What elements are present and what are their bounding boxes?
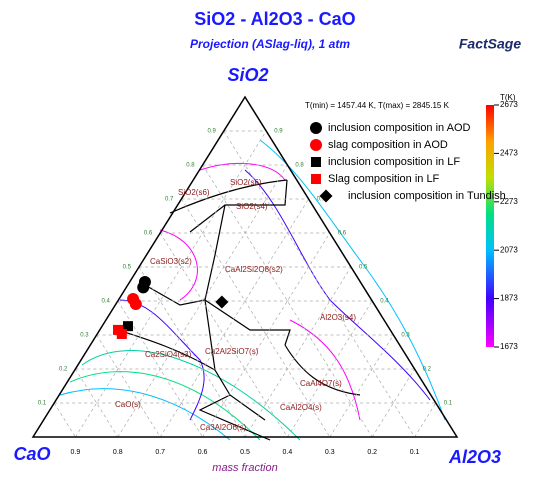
tick-label: 0.5 — [123, 265, 132, 271]
legend-marker — [311, 157, 321, 167]
tick-label: 0.2 — [59, 367, 68, 373]
legend-marker — [310, 139, 322, 151]
phase-label: SiO2(s4) — [236, 202, 268, 211]
phase-labels: SiO2(s6) SiO2(s6) SiO2(s4) CaSiO3(s2) Ca… — [115, 178, 356, 432]
legend-label: inclusion composition in LF — [328, 156, 460, 168]
legend-label: Slag composition in LF — [328, 173, 440, 185]
phase-label: CaAl4O7(s) — [300, 379, 342, 388]
subtitle: Projection (ASlag-liq), 1 atm — [190, 37, 350, 51]
apex-label: CaO — [13, 444, 50, 464]
phase-label: SiO2(s6) — [230, 178, 262, 187]
phase-label: Ca2SiO4(s3) — [145, 350, 192, 359]
tick-label: 0.1 — [38, 401, 47, 407]
phase-label: SiO2(s6) — [178, 188, 210, 197]
title: SiO2 - Al2O3 - CaO — [194, 9, 355, 29]
axis-label: mass fraction — [212, 462, 277, 474]
grid-line — [329, 334, 394, 438]
colorbar-tick-label: 1873 — [500, 294, 518, 303]
temperature-note: T(min) = 1457.44 K, T(max) = 2845.15 K — [305, 101, 450, 110]
boundaries — [117, 179, 361, 441]
logo: FactSage — [459, 36, 521, 52]
isotherms — [59, 139, 446, 441]
overlay: 0.1 0.1 0.1 0.2 0.2 0.2 0.3 0.3 0.3 0.4 0.4 0.4 0.5 0… — [38, 100, 518, 456]
tick-label: 0.4 — [101, 299, 110, 305]
grid-line — [96, 334, 161, 438]
phase-label: Ca2Al2SiO7(s) — [205, 347, 259, 356]
tick-label: 0.9 — [71, 449, 81, 456]
phase-label: CaSiO3(s2) — [150, 257, 192, 266]
legend-marker — [319, 189, 333, 203]
grid-line — [159, 232, 288, 438]
tick-label: 0.6 — [144, 231, 153, 237]
grid-line — [53, 402, 76, 438]
colorbar-tick-label: 2673 — [500, 100, 518, 109]
tick-label: 0.2 — [423, 367, 432, 373]
legend-label: inclusion composition in AOD — [328, 122, 471, 134]
colorbar-tick-label: 2473 — [500, 149, 518, 158]
tick-label: 0.9 — [274, 129, 283, 135]
tick-label: 0.6 — [198, 449, 208, 456]
grid-line — [287, 300, 373, 438]
colorbar-tick-label: 1673 — [500, 342, 518, 351]
grid-line — [75, 130, 267, 438]
triangle — [31, 95, 459, 438]
tick-label: 0.3 — [325, 449, 335, 456]
tick-label: 0.7 — [165, 197, 174, 203]
phase-label: Al2O3(s4) — [320, 313, 356, 322]
phase-label: CaAl2O4(s) — [280, 403, 322, 412]
grid-line — [181, 198, 331, 438]
marker — [215, 295, 229, 309]
apex-label: SiO2 — [227, 65, 268, 85]
tick-label: 0.4 — [380, 299, 389, 305]
tick-label: 0.6 — [338, 231, 347, 237]
colorbar — [486, 105, 494, 347]
tick-label: 0.8 — [113, 449, 123, 456]
legend-label: inclusion composition in Tundish — [348, 190, 506, 202]
legend-marker — [311, 174, 321, 184]
phase-label: CaAl2Si2O8(s2) — [225, 265, 283, 274]
colorbar-tick-label: 2273 — [500, 197, 518, 206]
colorbar-label: T(K) — [500, 93, 516, 102]
legend-label: slag composition in AOD — [328, 139, 448, 151]
marker — [137, 281, 150, 294]
colorbar-tick-label: 2073 — [500, 245, 518, 254]
tick-label: 0.7 — [155, 449, 165, 456]
tick-label: 0.7 — [317, 197, 326, 203]
tick-label: 0.5 — [359, 265, 368, 271]
legend-marker — [310, 122, 322, 134]
tick-label: 0.3 — [401, 333, 410, 339]
marker — [122, 321, 133, 332]
phase-label: Ca3Al2O6(s) — [200, 423, 247, 432]
tick-label: 0.4 — [283, 449, 293, 456]
grid-line — [414, 402, 437, 438]
tick-label: 0.1 — [410, 449, 420, 456]
tick-label: 0.9 — [207, 129, 216, 135]
apex-label: Al2O3 — [448, 447, 501, 467]
grid-line — [159, 198, 309, 438]
tick-label: 0.8 — [295, 163, 304, 169]
tick-label: 0.8 — [186, 163, 195, 169]
phase-label: CaO(s) — [115, 400, 141, 409]
grid-line — [371, 368, 415, 438]
tick-label: 0.3 — [80, 333, 89, 339]
marker — [129, 298, 142, 311]
marker — [116, 328, 127, 339]
tick-label: 0.2 — [367, 449, 377, 456]
tick-label: 0.1 — [444, 401, 453, 407]
grid-line — [75, 368, 119, 438]
grid-line — [223, 130, 415, 438]
tick-label: 0.5 — [240, 449, 250, 456]
